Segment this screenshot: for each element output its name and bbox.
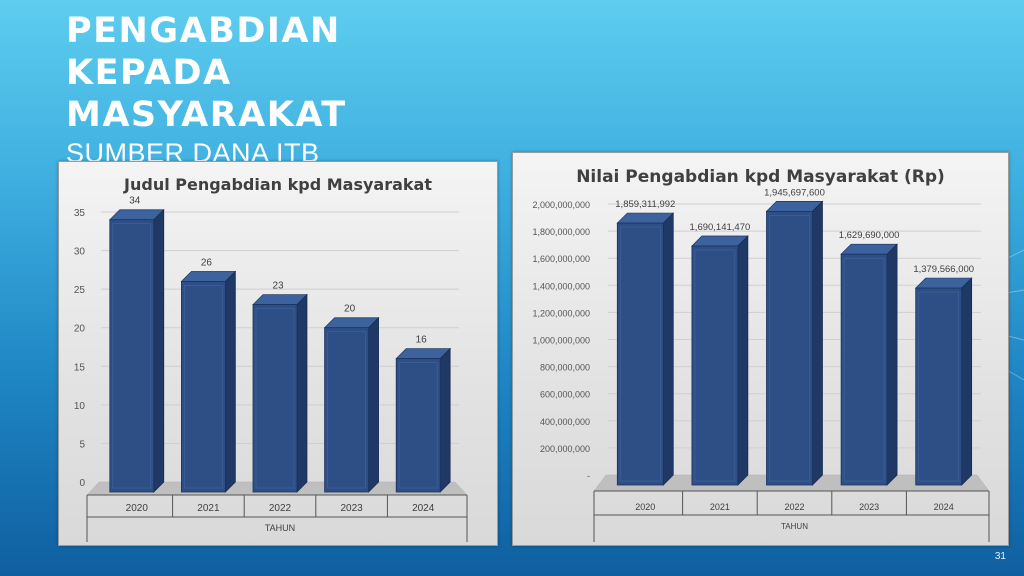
value-chart: - 200,000,000 400,000,000 600,000,000 800,00… [532,187,990,542]
bar-side [368,316,379,493]
chart-panel-value: Nilai Pengabdian kpd Masyarakat (Rp) - 20… [512,152,1009,546]
data-label: 26 [201,257,213,268]
bar-inner-edge [255,308,295,489]
bar [915,287,963,486]
y-tick-label: 20 [74,324,86,335]
bar-inner-edge [843,257,885,482]
x-tick-label: 2021 [197,503,220,514]
bar-side [225,270,236,493]
bar-side [886,243,898,486]
bar-side [153,208,165,493]
x-axis-title: TAHUN [265,523,295,533]
y-tick-label: 1,000,000,000 [532,336,590,346]
y-tick-label: 10 [74,401,86,412]
data-label: 16 [416,335,428,346]
y-tick-label: 25 [74,285,86,296]
y-tick-label: 5 [79,439,85,450]
bar-inner-edge [769,215,810,482]
y-tick-label: 800,000,000 [540,363,590,373]
y-tick-label: 600,000,000 [540,390,590,400]
bar-inner-edge [694,249,736,482]
y-tick-label: 0 [79,478,85,489]
y-tick-label: 1,600,000,000 [532,254,590,264]
bar [181,281,226,493]
data-label: 1,379,566,000 [913,264,974,275]
y-tick-label: 35 [74,208,86,219]
x-tick-label: 2023 [859,502,879,512]
count-chart: 0 5 10 15 20 25 30 35 34 2020 26 2021 23 2022 20 2023 16… [74,196,468,542]
bar [395,358,441,493]
bar [109,219,155,493]
y-tick-label: 400,000,000 [540,417,590,427]
y-tick-label: 1,800,000,000 [532,227,590,237]
x-tick-label: 2022 [269,503,292,514]
x-tick-label: 2020 [635,502,655,512]
bar-inner-edge [327,331,366,489]
chart-panel-count: Judul Pengabdian kpd Masyarakat 0 5 10 15 20… [58,161,498,546]
data-label: 1,690,141,470 [690,222,751,233]
y-tick-label: - [587,471,590,481]
bar-inner-edge [184,285,223,489]
bar-side [439,347,451,493]
bar-side [961,277,973,486]
x-axis-title: TAHUN [781,522,808,531]
y-tick-label: 200,000,000 [540,444,590,454]
data-label: 1,945,697,600 [764,187,825,198]
bar [616,222,664,486]
slide-title: PENGABDIAN KEPADA MASYARAKAT [66,11,347,135]
x-tick-label: 2020 [126,503,149,514]
y-tick-label: 30 [74,247,86,258]
bar [766,210,813,486]
bar [840,253,888,486]
title-block: PENGABDIAN KEPADA MASYARAKAT SUMBER DANA… [66,10,496,169]
y-tick-label: 15 [74,362,86,373]
data-label: 23 [272,281,284,292]
data-label: 34 [129,196,141,207]
x-tick-label: 2021 [710,502,730,512]
x-tick-label: 2023 [340,503,363,514]
page-number: 31 [994,551,1006,562]
x-tick-label: 2024 [934,502,954,512]
bar-side [737,235,749,486]
bar-inner-edge [112,223,152,489]
bar-side [662,212,674,486]
chart-title: Judul Pengabdian kpd Masyarakat [124,175,432,194]
bar [691,245,739,486]
bar-inner-edge [620,226,661,482]
y-tick-label: 1,200,000,000 [532,308,590,318]
x-tick-label: 2022 [784,502,804,512]
bar-side [812,200,823,486]
data-label: 20 [344,304,356,315]
y-tick-label: 2,000,000,000 [532,200,590,210]
data-label: 1,859,311,992 [615,199,675,210]
bar-side [296,293,308,493]
bar [324,327,370,493]
chart-title: Nilai Pengabdian kpd Masyarakat (Rp) [576,167,945,187]
y-tick-label: 1,400,000,000 [532,281,590,291]
bar-inner-edge [398,362,438,489]
bar-inner-edge [918,291,960,482]
data-label: 1,629,690,000 [839,230,900,241]
bar [252,304,298,493]
x-tick-label: 2024 [412,503,435,514]
